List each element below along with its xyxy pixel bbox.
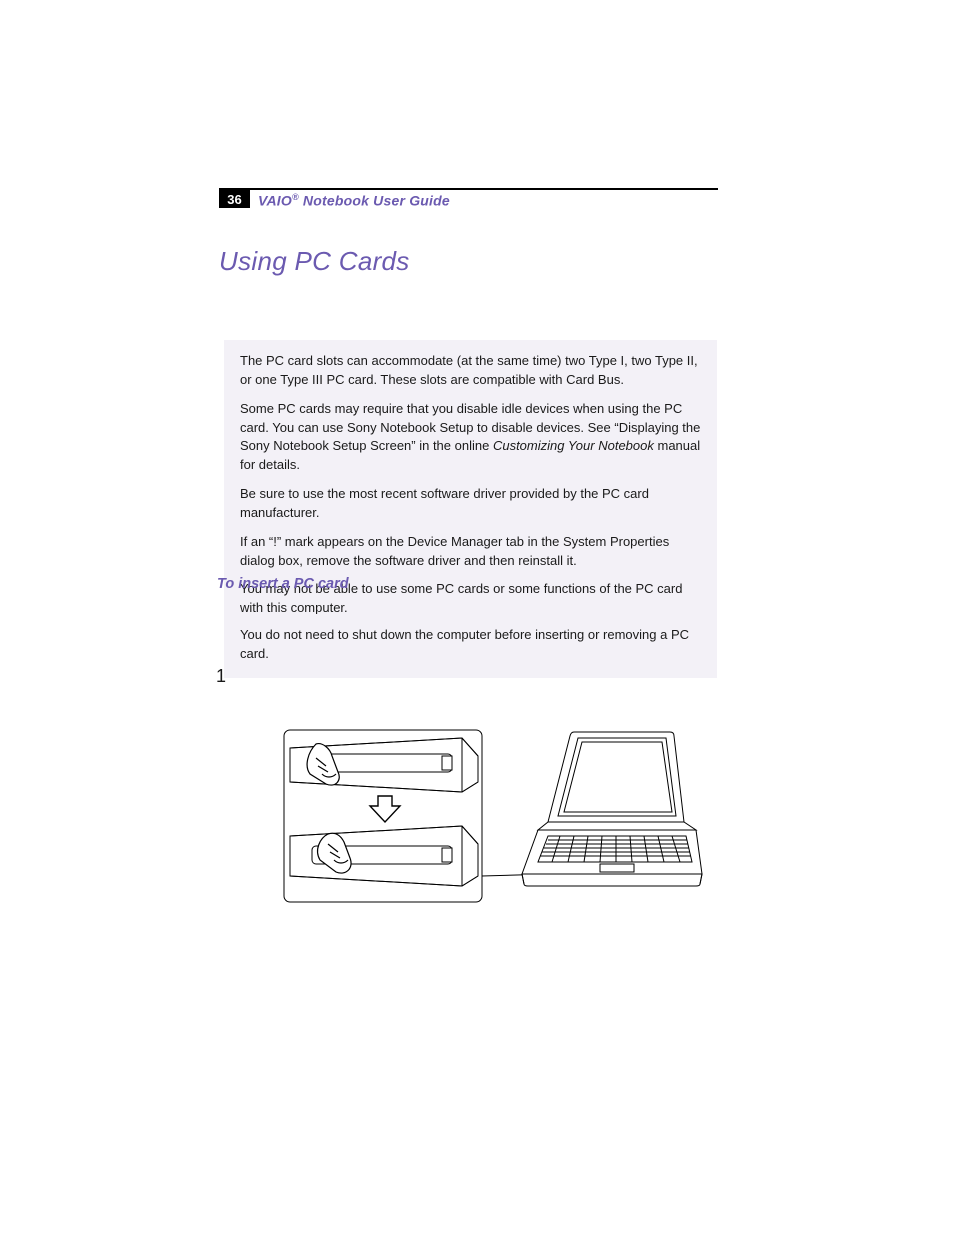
info-box-1-p2-em: Customizing Your Notebook: [493, 438, 654, 453]
step-number: 1: [216, 666, 226, 687]
info-box-1-p4: If an “!” mark appears on the Device Man…: [240, 533, 701, 571]
page-number: 36: [219, 190, 250, 208]
page-number-text: 36: [227, 192, 241, 207]
info-box-2: You do not need to shut down the compute…: [224, 614, 717, 678]
info-box-1-p2: Some PC cards may require that you disab…: [240, 400, 701, 475]
document-page: 36 VAIO® Notebook User Guide Using PC Ca…: [0, 0, 954, 1235]
section-title: Using PC Cards: [219, 246, 410, 277]
info-box-1-p3: Be sure to use the most recent software …: [240, 485, 701, 523]
info-box-2-p1: You do not need to shut down the compute…: [240, 626, 701, 664]
running-header-suffix: Notebook User Guide: [299, 193, 450, 209]
header-rule: [219, 188, 718, 190]
subheading: To insert a PC card: [217, 576, 349, 592]
running-header: VAIO® Notebook User Guide: [258, 192, 450, 209]
running-header-prefix: VAIO: [258, 193, 292, 209]
registered-mark: ®: [292, 192, 299, 202]
info-box-1-p1: The PC card slots can accommodate (at th…: [240, 352, 701, 390]
pc-card-illustration: [282, 726, 704, 906]
